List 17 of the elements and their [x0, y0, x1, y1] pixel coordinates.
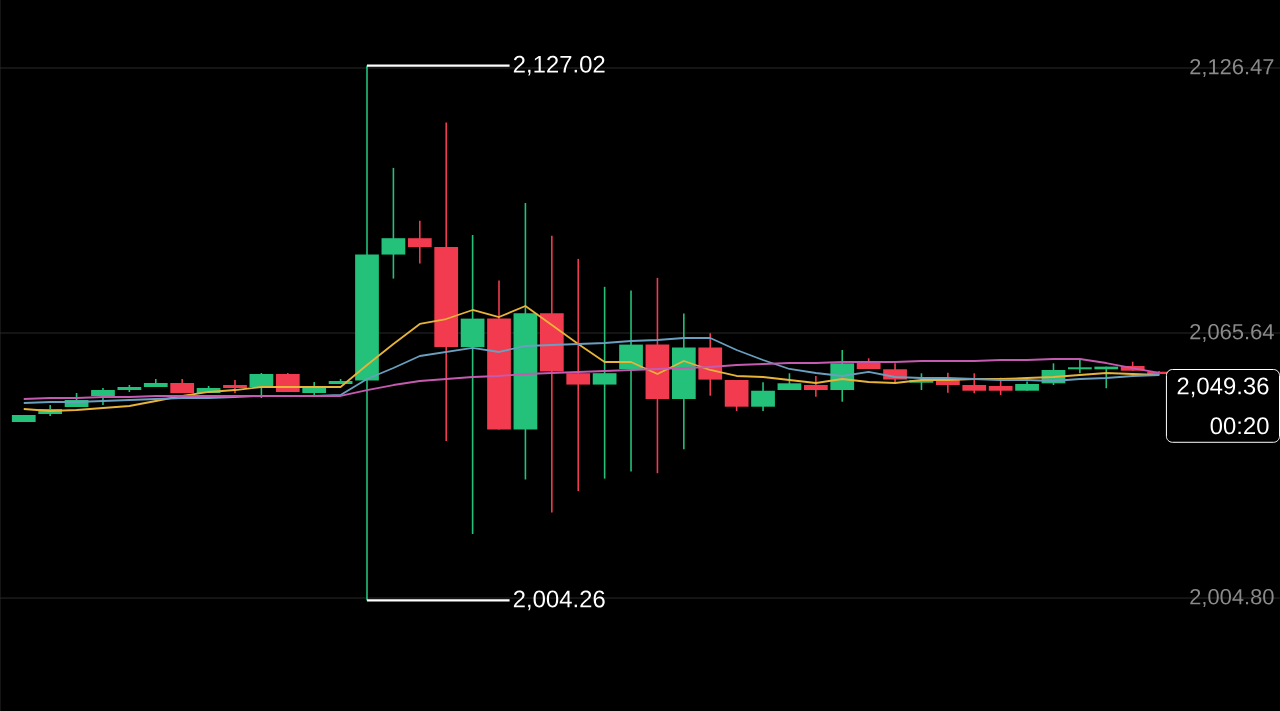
candlestick [803, 375, 828, 398]
candlestick [962, 372, 987, 395]
candlestick [249, 372, 274, 399]
candlestick [407, 219, 432, 265]
candlestick [566, 258, 591, 492]
y-tick-label: 2,126.47 [1190, 58, 1274, 78]
annotation: 2,004.26 [513, 590, 605, 611]
candlestick [381, 167, 406, 280]
candlestick [592, 286, 617, 480]
annotation: 2,127.02 [513, 55, 605, 76]
candlestick [1067, 358, 1092, 375]
y-tick-label: 2,065.64 [1190, 323, 1274, 343]
y-tick-label: 2,004.80 [1190, 588, 1274, 608]
text: 2,049.36 [1177, 377, 1269, 398]
text: 00:20 [1210, 417, 1269, 435]
candlestick [751, 381, 775, 412]
candlestick [460, 234, 485, 535]
